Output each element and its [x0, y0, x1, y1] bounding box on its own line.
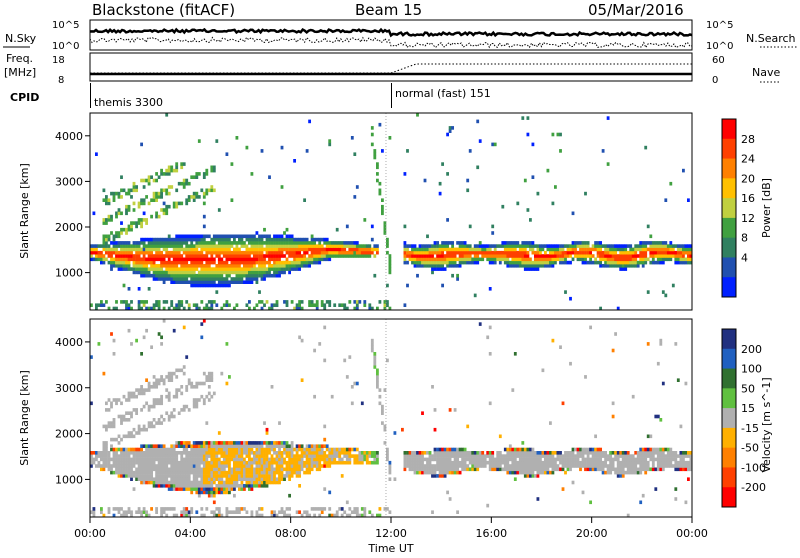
power-colorbar-tick-4: 12 — [741, 212, 755, 225]
velocity-colorbar-tick-6: -100 — [741, 461, 766, 474]
velocity-y-ticks: 4000 3000 2000 1000 — [55, 336, 90, 486]
power-colorbar-label: Power [dB] — [760, 178, 773, 238]
velocity-colorbar-swatch-0 — [722, 329, 736, 350]
x-tick-label-4: 16:00 — [475, 527, 507, 540]
x-tick-label-2: 08:00 — [275, 527, 307, 540]
cpid-segment-1: themis 3300 — [94, 96, 163, 109]
velocity-colorbar-swatch-1 — [722, 348, 736, 370]
power-colorbar-swatch-1 — [722, 138, 736, 160]
velocity-y-tick-label-3: 1000 — [55, 473, 83, 486]
noise-left-tick-top: 10^5 — [52, 20, 79, 31]
x-tick-label-3: 12:00 — [375, 527, 407, 540]
x-tick-label-0: 00:00 — [74, 527, 106, 540]
nave-label: Nave — [752, 66, 780, 79]
power-data — [90, 113, 693, 311]
power-colorbar-tick-6: 4 — [741, 251, 748, 264]
x-tick-label-5: 20:00 — [576, 527, 608, 540]
nave-trace — [90, 63, 692, 74]
power-colorbar-swatch-4 — [722, 198, 736, 219]
velocity-y-tick-label-2: 2000 — [55, 428, 83, 441]
power-colorbar-frame — [721, 118, 737, 298]
velocity-colorbar-tick-1: 100 — [741, 363, 762, 376]
power-colorbar-swatch-3 — [722, 178, 736, 199]
x-tick-label-6: 00:00 — [676, 527, 708, 540]
noise-left-label: N.Sky — [5, 32, 37, 45]
x-tick-label-1: 04:00 — [174, 527, 206, 540]
cpid-label: CPID — [10, 91, 39, 104]
power-colorbar-swatch-7 — [722, 257, 736, 278]
freq-panel-frame — [89, 52, 693, 82]
velocity-colorbar-swatch-6 — [722, 447, 736, 468]
velocity-colorbar-swatch-5 — [722, 427, 736, 449]
power-colorbar-swatch-2 — [722, 158, 736, 179]
noise-sky-trace — [89, 27, 693, 38]
power-panel-frame — [89, 112, 693, 311]
freq-label: Freq. — [6, 52, 33, 65]
velocity-colorbar-swatch-8 — [722, 487, 736, 508]
noise-right-tick-top: 10^5 — [706, 20, 733, 31]
power-colorbar-swatch-5 — [722, 217, 736, 239]
velocity-colorbar-label: Velocity [m s^-1] — [760, 377, 773, 472]
station-title: Blackstone (fitACF) — [92, 1, 235, 19]
power-colorbar-swatch-0 — [722, 119, 736, 140]
velocity-colorbar-tick-5: -50 — [741, 442, 759, 455]
noise-search-trace — [89, 36, 693, 49]
velocity-colorbar-swatch-4 — [722, 408, 736, 429]
velocity-colorbar-swatch-3 — [722, 388, 736, 409]
power-colorbar-tick-3: 16 — [741, 192, 755, 205]
velocity-colorbar-frame — [721, 328, 737, 508]
x-axis-ticks: 00:00 04:00 08:00 12:00 16:00 20:00 00:00 — [74, 517, 708, 540]
freq-tick-bottom: 8 — [58, 75, 64, 86]
velocity-data — [90, 319, 693, 518]
noise-left-tick-bottom: 10^0 — [52, 41, 79, 52]
power-y-tick-label-0: 4000 — [55, 130, 83, 143]
velocity-colorbar-swatch-2 — [722, 368, 736, 389]
noise-right-tick-bottom: 10^0 — [706, 41, 733, 52]
power-colorbar-tick-0: 28 — [741, 133, 755, 146]
nave-tick-top: 60 — [712, 55, 725, 66]
noise-traces — [89, 27, 693, 49]
x-axis-label: Time UT — [367, 542, 413, 554]
velocity-colorbar-tick-2: 50 — [741, 382, 755, 395]
nave-tick-bottom: 0 — [712, 75, 718, 86]
power-colorbar-tick-2: 20 — [741, 172, 755, 185]
velocity-colorbar-tick-4: -15 — [741, 422, 759, 435]
power-ylabel: Slant Range [km] — [18, 163, 31, 259]
beam-title: Beam 15 — [355, 1, 422, 19]
power-colorbar-swatch-8 — [722, 277, 736, 298]
power-y-tick-label-2: 2000 — [55, 221, 83, 234]
power-y-tick-label-1: 3000 — [55, 175, 83, 188]
power-y-tick-label-3: 1000 — [55, 267, 83, 280]
velocity-y-tick-label-1: 3000 — [55, 382, 83, 395]
power-colorbar-swatch-6 — [722, 237, 736, 258]
velocity-y-tick-label-0: 4000 — [55, 336, 83, 349]
freq-unit: [MHz] — [4, 66, 36, 79]
cpid-segment-2: normal (fast) 151 — [395, 87, 491, 100]
date-title: 05/Mar/2016 — [588, 1, 684, 19]
power-colorbar-tick-1: 24 — [741, 153, 755, 166]
power-y-ticks: 4000 3000 2000 1000 — [55, 130, 90, 280]
power-colorbar: 28 24 20 16 12 8 4 — [721, 118, 755, 298]
velocity-colorbar: 200 100 50 15 -15 -50 -100 -200 — [721, 328, 766, 508]
velocity-colorbar-tick-3: 15 — [741, 402, 755, 415]
velocity-colorbar-swatch-7 — [722, 467, 736, 488]
velocity-ylabel: Slant Range [km] — [18, 370, 31, 466]
freq-tick-top: 18 — [52, 55, 65, 66]
power-colorbar-tick-5: 8 — [741, 232, 748, 245]
velocity-colorbar-tick-0: 200 — [741, 343, 762, 356]
velocity-colorbar-tick-7: -200 — [741, 481, 766, 494]
noise-right-label: N.Search — [746, 32, 796, 45]
